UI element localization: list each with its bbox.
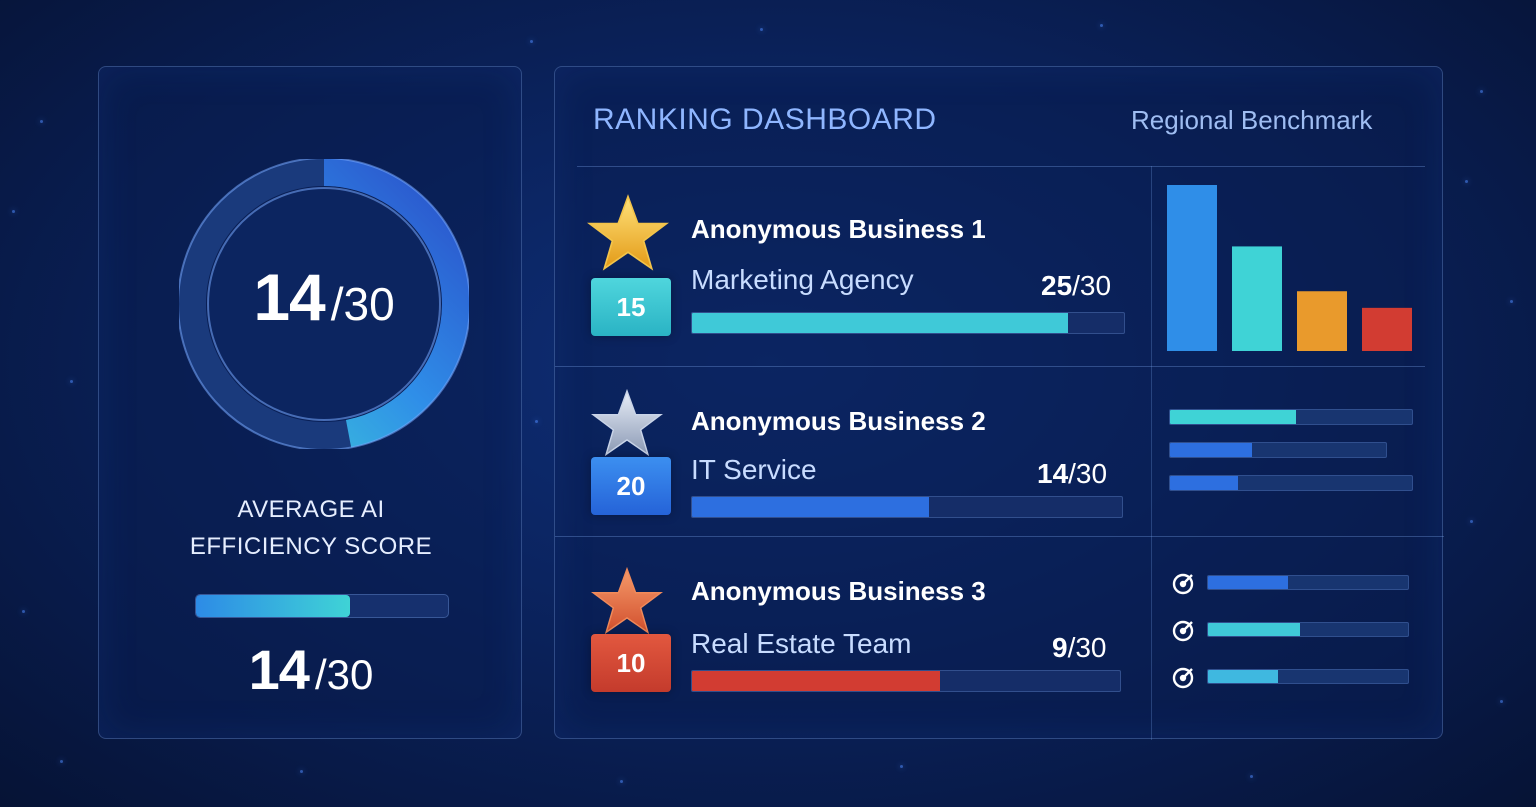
target-icon: [1172, 667, 1194, 689]
benchmark-bar: [1207, 575, 1409, 590]
rank-badge: 10: [591, 634, 671, 692]
benchmark-bar: [1169, 442, 1387, 458]
score-gauge: 14 /30: [177, 157, 471, 451]
silver-star-icon: [591, 388, 663, 457]
benchmark-bar-group: [1169, 409, 1415, 499]
business-type: Marketing Agency: [691, 264, 914, 295]
score-bar: [691, 496, 1123, 518]
business-score: 25/30: [1041, 270, 1112, 301]
average-score: 14 /30: [248, 638, 374, 701]
benchmark-column: [1297, 291, 1347, 351]
target-icon: [1172, 620, 1194, 642]
benchmark-column: [1167, 185, 1217, 351]
divider: [1151, 166, 1152, 740]
ranking-dashboard-panel: RANKING DASHBOARD Regional Benchmark 15 …: [554, 66, 1444, 740]
business-score: 9/30: [1052, 632, 1107, 663]
benchmark-bar-fill: [1170, 476, 1238, 490]
benchmark-bar: [1207, 669, 1409, 684]
business-type: Real Estate Team: [691, 628, 912, 659]
benchmark-bar-fill: [1208, 623, 1300, 636]
benchmark-bar-fill: [1170, 410, 1296, 424]
benchmark-bar: [1207, 622, 1409, 637]
business-name: Anonymous Business 2: [691, 406, 986, 436]
summary-panel: 14 /30 AVERAGE AI EFFICIENCY SCORE 14 /3…: [98, 66, 522, 739]
business-name: Anonymous Business 3: [691, 576, 986, 606]
ranking-row[interactable]: 20 Anonymous Business 2 IT Service 14/30: [555, 366, 1151, 536]
gold-star-icon: [587, 194, 669, 271]
business-score: 14/30: [1037, 458, 1108, 489]
benchmark-target-group: [1169, 573, 1415, 695]
ranking-row[interactable]: 15 Anonymous Business 1 Marketing Agency…: [555, 166, 1151, 366]
target-icon: [1172, 573, 1194, 595]
score-bar: [691, 312, 1125, 334]
business-name: Anonymous Business 1: [691, 214, 986, 244]
bronze-star-icon: [591, 566, 663, 635]
divider: [555, 536, 1444, 537]
rank-badge: 20: [591, 457, 671, 515]
average-score-label: AVERAGE AI EFFICIENCY SCORE: [189, 496, 433, 560]
benchmark-bar: [1169, 475, 1413, 491]
gauge-score: 14: [253, 260, 325, 334]
rank-badge: 15: [591, 278, 671, 336]
dashboard-subtitle: Regional Benchmark: [1131, 105, 1373, 135]
gauge-max: /30: [330, 278, 395, 330]
business-type: IT Service: [691, 454, 817, 485]
benchmark-bar-fill: [1170, 443, 1253, 457]
average-score-bar-fill: [196, 595, 350, 617]
benchmark-bar-fill: [1208, 670, 1278, 683]
divider: [555, 366, 1425, 367]
divider: [577, 166, 1425, 167]
average-score-bar: [195, 594, 449, 618]
benchmark-bar: [1169, 409, 1413, 425]
benchmark-column: [1232, 246, 1282, 351]
benchmark-bar-fill: [1208, 576, 1288, 589]
benchmark-column-chart: [1167, 185, 1412, 351]
score-bar: [691, 670, 1121, 692]
gauge-ring: [177, 157, 471, 451]
dashboard-title: RANKING DASHBOARD: [593, 103, 937, 136]
benchmark-column: [1362, 307, 1412, 351]
ranking-row[interactable]: 10 Anonymous Business 3 Real Estate Team…: [555, 536, 1151, 740]
